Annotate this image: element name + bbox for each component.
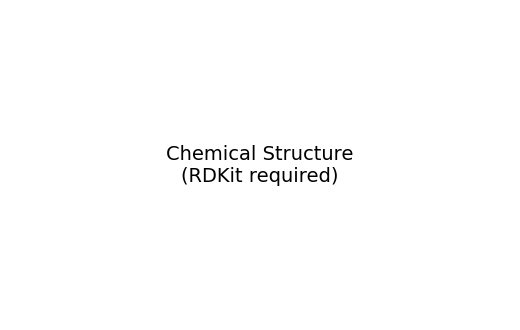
Text: Chemical Structure
(RDKit required): Chemical Structure (RDKit required): [166, 145, 354, 185]
